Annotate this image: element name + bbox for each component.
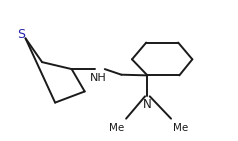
Text: Me: Me — [173, 123, 188, 133]
Text: NH: NH — [90, 73, 107, 83]
Text: Me: Me — [109, 123, 124, 133]
Text: S: S — [17, 28, 25, 41]
Text: N: N — [143, 98, 151, 111]
